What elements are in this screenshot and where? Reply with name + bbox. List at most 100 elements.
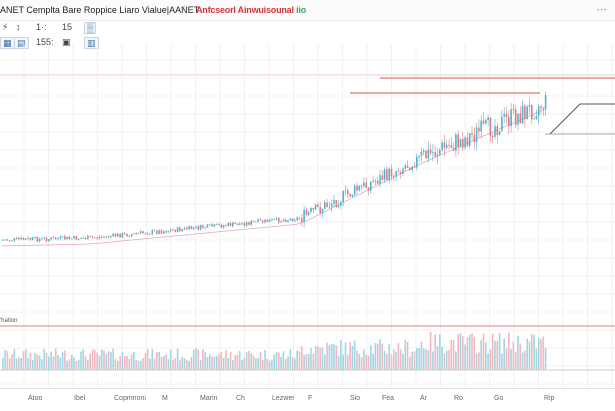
- candle-body: [416, 157, 418, 168]
- volume-bar: [4, 349, 6, 370]
- x-tick-5: Marin: [200, 395, 218, 402]
- candle-body: [303, 209, 305, 223]
- candle-body: [452, 147, 455, 151]
- candle-body: [337, 205, 340, 207]
- candle-body: [330, 203, 333, 207]
- toolbar-row2-item-5[interactable]: ▥: [84, 37, 99, 49]
- volume-bar: [301, 346, 303, 370]
- candle-body: [34, 236, 36, 238]
- volume-bar: [25, 349, 27, 370]
- candle-body: [296, 217, 298, 221]
- indicator-tabs-label[interactable]: Anfcseorl Ainwuisounal: [196, 5, 294, 15]
- candle-body: [374, 180, 377, 182]
- volume-bar: [215, 355, 218, 370]
- candle-body: [528, 105, 531, 107]
- candle-body: [112, 233, 114, 237]
- candle-body: [526, 106, 528, 120]
- chart-toolbar: ⚡ ↕ 1·: 15 ▒ ▦ ▤ 155: ▣ ▥: [0, 22, 120, 49]
- x-tick-9: Sio: [350, 395, 361, 402]
- volume-bar: [425, 349, 427, 370]
- volume-bar: [64, 350, 66, 370]
- candle-body: [390, 168, 393, 177]
- candle-body: [238, 223, 241, 226]
- volume-bar: [202, 349, 204, 370]
- indicator-tabs[interactable]: Anfcseorl Ainwuisounal iio: [196, 5, 306, 15]
- price-chart[interactable]: [0, 40, 615, 388]
- volume-bar: [356, 350, 358, 370]
- toolbar-row2-item-3[interactable]: 155:: [36, 37, 54, 47]
- candle-body: [501, 116, 503, 132]
- candle-body: [130, 234, 133, 237]
- candle-body: [218, 224, 220, 225]
- candle-body: [61, 236, 64, 238]
- volume-bar: [165, 354, 167, 370]
- x-tick-12: Ro: [454, 395, 463, 402]
- volume-bar: [52, 356, 55, 370]
- candle-body: [146, 233, 149, 235]
- candle-body: [110, 236, 112, 238]
- volume-bar: [370, 345, 372, 370]
- volume-bar: [211, 356, 213, 370]
- x-tick-3: Copmnoni: [114, 395, 146, 402]
- volume-bar: [443, 353, 446, 370]
- candle-body: [386, 169, 388, 181]
- candle-body: [436, 154, 439, 157]
- toolbar-item-2[interactable]: ↕: [16, 22, 21, 32]
- volume-bar: [326, 342, 328, 370]
- toolbar-item-4[interactable]: 15: [62, 22, 73, 32]
- volume-bar: [59, 357, 62, 370]
- candle-body: [491, 135, 494, 137]
- volume-bar: [248, 351, 250, 370]
- toolbar-item-3[interactable]: 1·:: [36, 22, 47, 32]
- volume-bar: [466, 337, 469, 370]
- volume-bar: [245, 352, 248, 370]
- volume-bar: [482, 333, 485, 370]
- volume-bar: [29, 352, 32, 370]
- toolbar-row2-item-4[interactable]: ▣: [62, 37, 71, 47]
- volume-bar: [15, 358, 18, 370]
- candle-body: [188, 226, 190, 230]
- more-dots-icon[interactable]: ⋯: [596, 4, 607, 16]
- volume-bar: [363, 349, 365, 370]
- volume-bar: [204, 352, 206, 370]
- volume-bar: [452, 340, 455, 370]
- indicator-tabs-tail[interactable]: iio: [296, 5, 306, 15]
- candle-body: [190, 226, 193, 230]
- volume-bar: [287, 356, 289, 370]
- volume-bar: [542, 336, 545, 370]
- candle-body: [133, 233, 135, 235]
- candle-body: [457, 134, 459, 147]
- volume-bar: [179, 360, 181, 370]
- volume-bar: [314, 346, 317, 370]
- candle-body: [278, 217, 280, 223]
- candle-body: [243, 223, 246, 226]
- volume-bar: [140, 360, 142, 370]
- volume-pane-label: 'hation: [0, 318, 18, 324]
- volume-bar: [358, 353, 361, 370]
- top-bar: ANET Cemplta Bare Roppice Liaro Vialue|A…: [0, 0, 615, 21]
- star-icon[interactable]: ☆: [180, 4, 189, 15]
- volume-bar: [91, 349, 94, 370]
- candle-body: [38, 238, 41, 242]
- volume-bar: [36, 354, 39, 370]
- volume-bar: [48, 356, 50, 370]
- toolbar-item-1[interactable]: ⚡: [2, 22, 9, 32]
- candle-body: [181, 229, 183, 232]
- candle-body: [103, 236, 105, 238]
- toolbar-item-5[interactable]: ▒: [84, 22, 97, 34]
- toolbar-row2-item-2[interactable]: ▤: [14, 37, 29, 49]
- volume-bar: [409, 356, 411, 370]
- x-tick-2: Ibel: [74, 395, 86, 402]
- volume-bar: [335, 345, 338, 370]
- candle-body: [487, 117, 489, 120]
- volume-bar: [156, 352, 158, 370]
- candle-body: [363, 182, 365, 187]
- volume-bar: [485, 342, 487, 370]
- candle-body: [429, 149, 432, 154]
- candle-body: [64, 236, 66, 240]
- candle-body: [87, 235, 89, 240]
- volume-bar: [462, 336, 464, 370]
- volume-bar: [535, 348, 538, 370]
- volume-bar: [498, 333, 501, 370]
- candle-body: [505, 114, 508, 117]
